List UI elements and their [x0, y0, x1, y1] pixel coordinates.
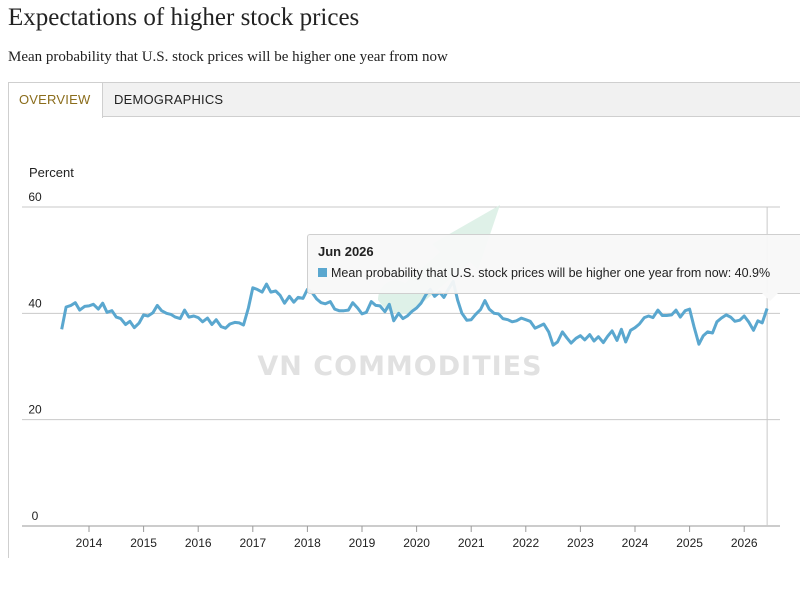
y-tick-labels: 0 20 40 60	[28, 190, 42, 523]
x-tick-label: 2015	[130, 536, 157, 550]
y-tick-label: 40	[28, 296, 42, 310]
x-tick-label: 2022	[512, 536, 539, 550]
x-tick-label: 2019	[349, 536, 376, 550]
x-tick-label: 2024	[622, 536, 649, 550]
series-layer	[60, 279, 769, 347]
tooltip-row: Mean probability that U.S. stock prices …	[318, 266, 770, 280]
x-tick-label: 2014	[76, 536, 103, 550]
x-tick-label: 2023	[567, 536, 594, 550]
chart-panel: OVERVIEW DEMOGRAPHICS	[8, 82, 800, 558]
page-title: Expectations of higher stock prices	[8, 4, 360, 31]
tab-demographics[interactable]: DEMOGRAPHICS	[114, 92, 224, 107]
tooltip-value: 40.9%	[734, 266, 771, 280]
tooltip-series-label: Mean probability that U.S. stock prices …	[331, 266, 732, 280]
y-tick-label: 20	[28, 403, 42, 417]
watermark-text: VN COMMODITIES	[257, 351, 542, 382]
tooltip-date: Jun 2026	[318, 244, 374, 259]
x-tick-labels: 2014 2015 2016 2017 2018 2019 2020 2021 2022 2023…	[76, 526, 758, 550]
series-line[interactable]	[60, 279, 769, 347]
x-tick-label: 2020	[403, 536, 430, 550]
tooltip-pointer	[762, 293, 778, 301]
series-swatch	[318, 268, 327, 277]
x-tick-label: 2017	[239, 536, 266, 550]
x-tick-label: 2016	[185, 536, 212, 550]
y-tick-label: 0	[32, 509, 39, 523]
page-subtitle: Mean probability that U.S. stock prices …	[8, 49, 448, 65]
x-tick-label: 2025	[676, 536, 703, 550]
tab-bar: OVERVIEW DEMOGRAPHICS	[9, 83, 800, 118]
y-axis-title: Percent	[29, 165, 74, 180]
tab-overview[interactable]: OVERVIEW	[9, 83, 103, 118]
y-tick-label: 60	[28, 190, 42, 204]
x-tick-label: 2026	[731, 536, 758, 550]
x-tick-label: 2018	[294, 536, 321, 550]
hover-tooltip: Jun 2026 Mean probability that U.S. stoc…	[307, 234, 800, 294]
x-tick-label: 2021	[458, 536, 485, 550]
